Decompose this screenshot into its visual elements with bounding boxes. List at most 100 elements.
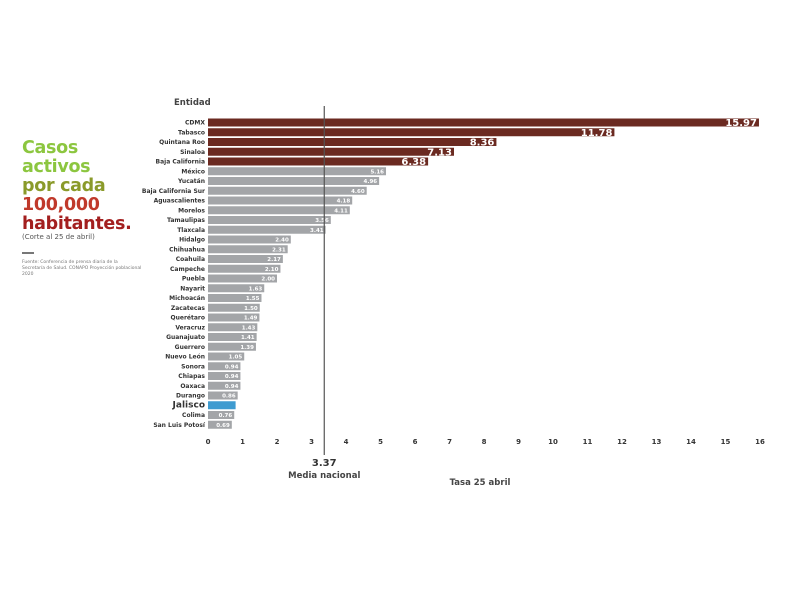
category-label-12: Hidalgo (179, 237, 205, 244)
bar-26 (208, 372, 241, 380)
category-label-27: Oaxaca (180, 383, 205, 390)
value-label-26: 0.94 (225, 374, 239, 380)
value-label-10: 3.56 (315, 218, 329, 224)
category-label-9: Morelos (178, 207, 205, 214)
value-label-30: 0.76 (219, 413, 233, 419)
category-label-31: San Luis Potosí (153, 422, 206, 429)
category-label-20: Querétaro (171, 315, 205, 322)
category-header: Entidad (174, 98, 211, 108)
category-label-16: Puebla (182, 276, 205, 283)
category-label-15: Campeche (170, 266, 205, 273)
value-label-29: 0.80 (239, 399, 271, 414)
x-tick-15: 15 (721, 438, 731, 446)
value-label-8: 4.18 (337, 199, 351, 205)
x-tick-9: 9 (516, 438, 521, 446)
value-label-22: 1.41 (241, 335, 255, 341)
bar-30 (208, 411, 235, 419)
category-label-1: Tabasco (178, 129, 205, 136)
category-label-23: Guerrero (175, 344, 205, 351)
category-label-29: Jalisco (172, 400, 205, 410)
value-label-11: 3.41 (310, 228, 324, 234)
category-label-17: Nayarit (180, 285, 205, 292)
bar-24 (208, 352, 245, 361)
source-note: Fuente: Conferencia de prensa diaria de … (22, 260, 142, 277)
bar-3 (208, 147, 454, 156)
bar-23 (208, 342, 256, 351)
bar-8 (208, 196, 353, 205)
value-label-18: 1.55 (246, 296, 260, 302)
category-label-30: Colima (182, 412, 205, 419)
x-tick-0: 0 (206, 438, 211, 446)
value-label-6: 4.96 (364, 179, 378, 185)
category-label-5: México (181, 168, 205, 175)
x-tick-2: 2 (275, 438, 280, 446)
x-axis-title: Tasa 25 abril (450, 478, 511, 488)
bar-13 (208, 245, 288, 254)
value-label-25: 0.94 (225, 364, 239, 370)
x-tick-8: 8 (482, 438, 487, 446)
value-label-0: 15.97 (725, 118, 757, 129)
category-label-11: Tlaxcala (177, 227, 205, 234)
bar-25 (208, 362, 241, 371)
bar-27 (208, 381, 241, 390)
x-tick-7: 7 (447, 438, 452, 446)
category-label-28: Durango (176, 393, 205, 400)
category-label-24: Nuevo León (165, 354, 205, 361)
value-label-12: 2.40 (275, 238, 289, 244)
category-label-2: Quintana Roo (159, 139, 205, 146)
bar-29 (208, 401, 236, 410)
x-tick-12: 12 (617, 438, 627, 446)
value-label-15: 2.10 (265, 267, 279, 273)
value-label-3: 7.13 (427, 147, 452, 158)
value-label-19: 1.50 (244, 306, 258, 312)
bar-5 (208, 167, 387, 176)
heading-line-3: por cada (22, 176, 106, 196)
bar-12 (208, 235, 291, 244)
x-tick-13: 13 (652, 438, 662, 446)
value-label-2: 8.36 (470, 138, 495, 149)
category-label-10: Tamaulipas (167, 217, 205, 224)
bar-1 (208, 128, 615, 137)
x-tick-10: 10 (548, 438, 558, 446)
bar-16 (208, 274, 277, 283)
category-label-26: Chiapas (178, 373, 205, 380)
divider (22, 252, 34, 254)
category-label-18: Michoacán (169, 295, 205, 302)
category-label-21: Veracruz (175, 324, 205, 331)
bar-15 (208, 264, 281, 273)
bar-6 (208, 177, 380, 185)
value-label-31: 0.69 (216, 423, 230, 429)
bar-7 (208, 186, 367, 195)
bar-22 (208, 333, 257, 341)
value-label-21: 1.43 (242, 325, 256, 331)
category-label-14: Coahuila (176, 256, 205, 263)
x-tick-4: 4 (344, 438, 349, 446)
category-label-6: Yucatán (177, 178, 205, 185)
category-label-4: Baja California (156, 159, 205, 166)
bar-31 (208, 420, 232, 429)
value-label-4: 6.38 (401, 157, 426, 168)
category-label-0: CDMX (185, 120, 205, 127)
x-tick-3: 3 (309, 438, 314, 446)
bar-11 (208, 225, 326, 234)
bar-18 (208, 294, 262, 302)
value-label-14: 2.17 (267, 257, 281, 263)
heading-line-1: Casos (22, 138, 79, 158)
x-tick-1: 1 (240, 438, 245, 446)
category-label-22: Guanajuato (166, 334, 205, 341)
value-label-24: 1.05 (229, 355, 243, 361)
bar-19 (208, 303, 260, 312)
bar-14 (208, 255, 283, 263)
reference-label: Media nacional (288, 471, 360, 481)
category-label-3: Sinaloa (180, 149, 205, 156)
bar-0 (208, 118, 759, 127)
x-tick-11: 11 (583, 438, 593, 446)
value-label-17: 1.63 (249, 286, 263, 292)
x-tick-14: 14 (686, 438, 696, 446)
value-label-7: 4.60 (351, 189, 365, 195)
value-label-16: 2.00 (261, 277, 275, 283)
category-label-19: Zacatecas (171, 305, 206, 312)
value-label-23: 1.39 (240, 345, 254, 351)
x-tick-5: 5 (378, 438, 383, 446)
